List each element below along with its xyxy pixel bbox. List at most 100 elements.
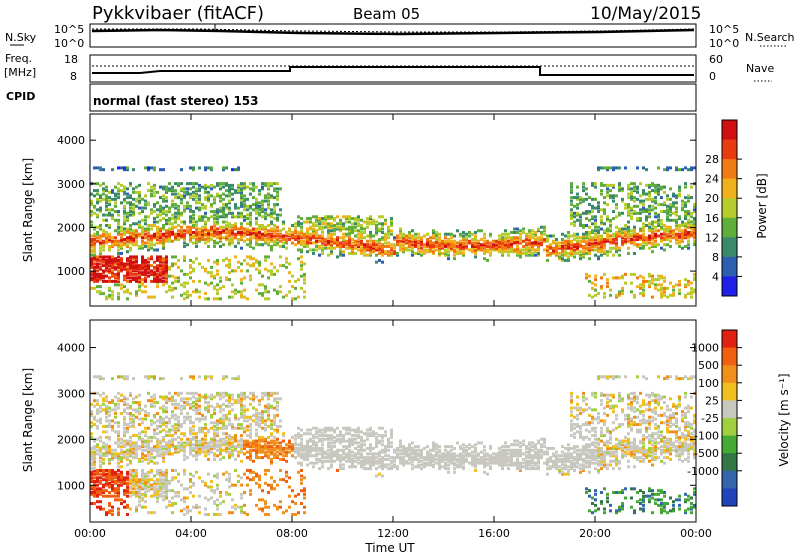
power-cell (669, 244, 672, 248)
power-cell (141, 255, 144, 259)
power-cell (153, 232, 156, 236)
velocity-cell (150, 446, 153, 450)
power-cell (195, 244, 198, 248)
velocity-cell (216, 423, 219, 427)
power-cell (513, 248, 516, 252)
power-cell (117, 251, 120, 255)
power-cell (123, 206, 126, 210)
velocity-cell (144, 413, 147, 417)
power-cell (114, 260, 117, 264)
power-cell (309, 248, 312, 252)
velocity-cell (111, 377, 114, 381)
velocity-cell (258, 399, 261, 403)
power-cell (570, 222, 573, 226)
velocity-cell (207, 450, 210, 454)
power-cell (138, 267, 141, 271)
power-cell (165, 190, 168, 194)
velocity-cell (237, 426, 240, 430)
power-cell (483, 239, 486, 243)
power-cell (675, 283, 678, 287)
velocity-cell (249, 468, 252, 472)
velocity-cell (156, 445, 159, 449)
power-cell (612, 196, 615, 200)
power-cell (366, 239, 369, 243)
power-cell (687, 213, 690, 217)
velocity-cell (261, 445, 264, 449)
power-cell (246, 197, 249, 201)
power-cell (90, 220, 93, 224)
power-cell (654, 185, 657, 189)
velocity-cell (108, 445, 111, 449)
power-cell (345, 241, 348, 245)
power-cell (645, 243, 648, 247)
freq-tick-bottom: 8 (70, 70, 77, 83)
power-cell (627, 183, 630, 187)
power-cell (123, 187, 126, 191)
power-cell (300, 236, 303, 240)
power-cell (234, 215, 237, 219)
power-cell (606, 253, 609, 257)
power-cell (540, 243, 543, 247)
velocity-cell (108, 448, 111, 452)
power-cell (465, 236, 468, 240)
velocity-cell (138, 445, 141, 449)
power-cell (444, 239, 447, 243)
power-cell (660, 274, 663, 278)
power-cell (693, 224, 696, 228)
velocity-cell (96, 424, 99, 428)
power-cell (672, 232, 675, 236)
power-cell (462, 244, 465, 248)
power-cell (156, 281, 159, 285)
power-cell (168, 208, 171, 212)
power-cell (198, 232, 201, 236)
velocity-cell (105, 481, 108, 485)
power-cell (240, 234, 243, 238)
power-cell (627, 220, 630, 224)
power-colorbar-tick-label: 16 (705, 212, 719, 225)
power-cell (558, 244, 561, 248)
velocity-cell (198, 399, 201, 403)
power-cell (132, 190, 135, 194)
power-cell (99, 255, 102, 259)
power-cell (342, 250, 345, 254)
velocity-cell (135, 494, 138, 498)
power-cell (636, 237, 639, 241)
power-cell (609, 225, 612, 229)
power-cell (111, 262, 114, 266)
power-cell (588, 293, 591, 297)
velocity-cell (252, 441, 255, 445)
power-cell (258, 227, 261, 231)
power-cell (114, 257, 117, 261)
power-cell (660, 187, 663, 191)
velocity-cell (99, 406, 102, 410)
power-cell (153, 203, 156, 207)
power-cell (315, 218, 318, 222)
velocity-cell (105, 430, 108, 434)
power-cell (171, 227, 174, 231)
power-cell (663, 237, 666, 241)
power-cell (282, 241, 285, 245)
power-cell (693, 239, 696, 243)
power-cell (162, 241, 165, 245)
power-cell (249, 243, 252, 247)
power-cell (672, 231, 675, 234)
velocity-cell (123, 492, 126, 496)
velocity-cell (183, 448, 186, 452)
velocity-cell (132, 448, 135, 452)
velocity-cell (117, 434, 120, 438)
power-cell (585, 246, 588, 250)
power-cell (630, 232, 633, 236)
power-cell (255, 210, 258, 214)
power-cell (177, 234, 180, 238)
power-cell (594, 236, 597, 240)
power-cell (207, 185, 210, 189)
power-cell (582, 197, 585, 201)
power-cell (690, 196, 693, 200)
power-cell (585, 187, 588, 191)
power-cell (189, 196, 192, 200)
power-cell (255, 204, 258, 208)
power-cell (525, 234, 528, 238)
velocity-cell (114, 421, 117, 425)
power-cell (141, 229, 144, 233)
power-cell (459, 234, 462, 238)
